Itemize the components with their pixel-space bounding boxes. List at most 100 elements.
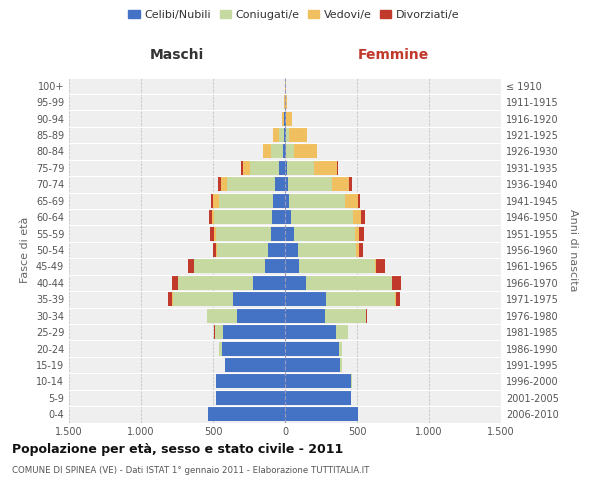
Bar — [241, 161, 242, 175]
Bar — [288, 178, 332, 192]
Bar — [326, 292, 395, 306]
Bar — [214, 325, 215, 339]
Bar — [216, 391, 285, 405]
Bar — [285, 128, 286, 142]
Bar — [178, 276, 253, 290]
Bar — [396, 292, 400, 306]
Bar — [285, 292, 326, 306]
Bar — [173, 292, 233, 306]
Bar — [206, 308, 207, 322]
Bar — [227, 178, 275, 192]
Bar — [285, 178, 288, 192]
Bar — [285, 260, 299, 274]
Bar — [285, 95, 287, 109]
Bar — [347, 325, 349, 339]
Bar — [359, 226, 364, 240]
Bar — [172, 276, 178, 290]
Text: Femmine: Femmine — [358, 48, 428, 62]
Bar — [351, 374, 352, 388]
Legend: Celibi/Nubili, Coniugati/e, Vedovi/e, Divorziati/e: Celibi/Nubili, Coniugati/e, Vedovi/e, Di… — [124, 6, 464, 25]
Bar — [271, 226, 285, 240]
Bar — [285, 374, 351, 388]
Bar — [188, 260, 194, 274]
Bar — [282, 112, 284, 126]
Bar — [293, 226, 355, 240]
Bar — [215, 325, 223, 339]
Bar — [359, 243, 363, 257]
Bar — [238, 308, 285, 322]
Bar — [283, 144, 285, 158]
Bar — [263, 144, 271, 158]
Bar — [285, 226, 293, 240]
Bar — [325, 308, 365, 322]
Bar — [172, 292, 173, 306]
Bar — [242, 161, 250, 175]
Text: Maschi: Maschi — [150, 48, 204, 62]
Bar — [332, 178, 349, 192]
Bar — [376, 260, 385, 274]
Bar — [285, 342, 339, 355]
Bar — [284, 112, 285, 126]
Bar — [216, 374, 285, 388]
Text: COMUNE DI SPINEA (VE) - Dati ISTAT 1° gennaio 2011 - Elaborazione TUTTITALIA.IT: COMUNE DI SPINEA (VE) - Dati ISTAT 1° ge… — [12, 466, 370, 475]
Bar — [291, 210, 353, 224]
Bar — [271, 144, 283, 158]
Bar — [285, 78, 286, 92]
Bar — [218, 178, 221, 192]
Bar — [284, 128, 285, 142]
Bar — [345, 194, 358, 207]
Bar — [216, 243, 217, 257]
Bar — [298, 243, 356, 257]
Bar — [212, 210, 214, 224]
Bar — [285, 243, 298, 257]
Bar — [349, 178, 352, 192]
Bar — [285, 144, 286, 158]
Y-axis label: Fasce di età: Fasce di età — [20, 217, 30, 283]
Bar — [250, 161, 279, 175]
Bar — [339, 342, 342, 355]
Bar — [285, 408, 358, 422]
Bar — [285, 112, 286, 126]
Bar — [233, 292, 285, 306]
Bar — [208, 408, 285, 422]
Bar — [274, 128, 279, 142]
Bar — [286, 144, 295, 158]
Bar — [285, 358, 340, 372]
Bar — [214, 210, 272, 224]
Bar — [289, 128, 307, 142]
Bar — [225, 358, 285, 372]
Bar — [211, 226, 214, 240]
Y-axis label: Anni di nascita: Anni di nascita — [568, 208, 578, 291]
Bar — [221, 342, 285, 355]
Bar — [273, 128, 274, 142]
Bar — [274, 194, 285, 207]
Bar — [355, 226, 359, 240]
Bar — [375, 260, 376, 274]
Bar — [289, 194, 345, 207]
Bar — [392, 276, 401, 290]
Bar — [220, 342, 221, 355]
Bar — [314, 161, 337, 175]
Bar — [211, 194, 213, 207]
Bar — [168, 292, 172, 306]
Bar — [361, 210, 365, 224]
Bar — [223, 325, 285, 339]
Bar — [285, 391, 350, 405]
Bar — [221, 178, 227, 192]
Bar — [216, 226, 271, 240]
Bar — [275, 178, 285, 192]
Text: Popolazione per età, sesso e stato civile - 2011: Popolazione per età, sesso e stato civil… — [12, 442, 343, 456]
Bar — [287, 161, 314, 175]
Bar — [279, 128, 284, 142]
Bar — [295, 144, 317, 158]
Bar — [209, 210, 212, 224]
Bar — [219, 194, 274, 207]
Bar — [395, 292, 396, 306]
Bar — [268, 243, 285, 257]
Bar — [365, 308, 367, 322]
Bar — [337, 161, 338, 175]
Bar — [213, 243, 216, 257]
Bar — [194, 260, 265, 274]
Bar — [285, 210, 291, 224]
Bar — [214, 226, 216, 240]
